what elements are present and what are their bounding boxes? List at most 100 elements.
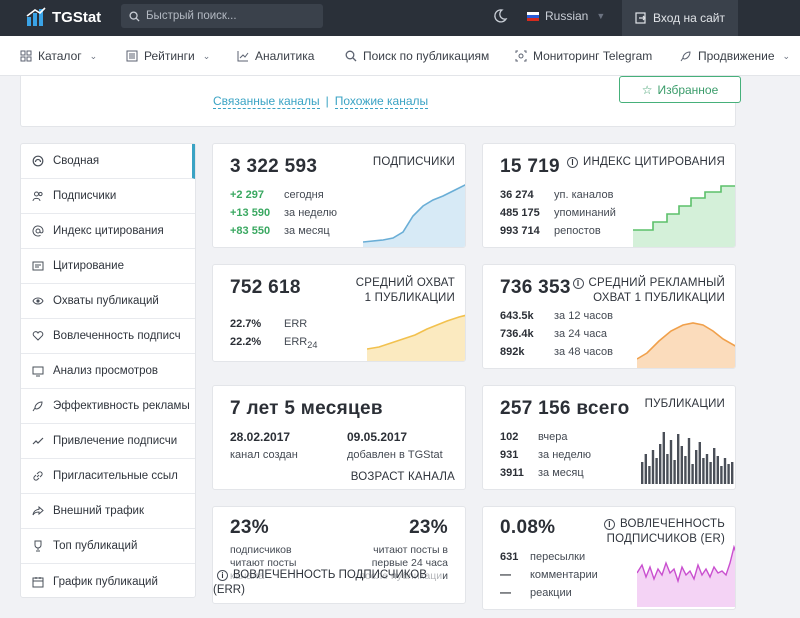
stat-text: репостов	[554, 225, 601, 237]
err-label: ERR	[284, 336, 308, 348]
stat-value: 643.5k	[500, 310, 534, 322]
publication-bar	[673, 460, 676, 484]
info-icon[interactable]: i	[572, 278, 584, 289]
channel-age-label: ВОЗРАСТ КАНАЛА	[350, 471, 455, 483]
citation-index-card[interactable]: 15 719 i ИНДЕКС ЦИТИРОВАНИЯ 36 274 уп. кан…	[482, 143, 736, 248]
stat-value: 22.2%	[230, 336, 262, 348]
stat-row: 102 вчера	[500, 431, 567, 443]
ad-reach-value: 736 353	[500, 277, 571, 298]
info-icon[interactable]: i	[217, 570, 228, 581]
stat-text: за 12 часов	[554, 310, 613, 322]
chart-icon	[237, 51, 249, 62]
average-reach-label: СРЕДНИЙ ОХВАТ 1 ПУБЛИКАЦИИ	[356, 276, 455, 306]
login-icon	[635, 12, 646, 24]
er-card[interactable]: 0.08% i ВОВЛЕЧЕННОСТЬ ПОДПИСЧИКОВ (ER) 631…	[482, 506, 736, 610]
publications-total: 257 156 всего	[500, 398, 630, 419]
ad-reach-card[interactable]: 736 353 i СРЕДНИЙ РЕКЛАМНЫЙ ОХВАТ 1 ПУБЛИК…	[482, 264, 736, 369]
sidebar-item[interactable]: График публикаций	[21, 564, 195, 599]
sidebar-item[interactable]: Вовлеченность подписч	[21, 319, 195, 354]
stat-row: 643.5k за 12 часов	[500, 310, 613, 322]
publication-bar	[713, 448, 716, 484]
err-label-text: ВОВЛЕЧЕННОСТЬ ПОДПИСЧИКОВ (ERR)	[213, 569, 427, 596]
sidebar-item[interactable]: Эффективность рекламы	[21, 389, 195, 424]
rocket-icon	[32, 401, 43, 412]
stat-value: 993 714	[500, 225, 540, 237]
info-icon[interactable]: i	[604, 519, 616, 530]
sidebar-item[interactable]: Привлечение подписчи	[21, 424, 195, 459]
login-label: Вход на сайт	[653, 11, 725, 25]
nav-label: Продвижение	[698, 49, 775, 63]
err-card[interactable]: 23% 23% подписчиков читают посты канала …	[212, 506, 466, 604]
publication-bar	[727, 464, 730, 484]
favorite-button[interactable]: ☆ Избранное	[619, 76, 741, 103]
share-icon	[32, 505, 44, 516]
related-channels-link[interactable]: Связанные каналы	[213, 94, 320, 109]
stat-value: +13 590	[230, 207, 271, 219]
sidebar-item[interactable]: Индекс цитирования	[21, 214, 195, 249]
label-line: СРЕДНИЙ ОХВАТ	[355, 277, 455, 289]
sidebar-item[interactable]: Пригласительные ссыл	[21, 459, 195, 494]
moon-icon[interactable]	[492, 8, 508, 24]
sidebar-item[interactable]: Охваты публикаций	[21, 284, 195, 319]
monitor-icon	[515, 50, 527, 62]
sidebar-item-label: Пригласительные ссыл	[53, 470, 178, 482]
stat-value: —	[500, 587, 511, 599]
nav-analytics[interactable]: Аналитика	[237, 49, 314, 63]
publication-bar	[684, 456, 687, 484]
publication-bar	[720, 466, 723, 484]
sidebar-item-label: Охваты публикаций	[53, 295, 159, 307]
sidebar-item-label: Анализ просмотров	[53, 365, 159, 377]
err-right-value: 23%	[409, 517, 448, 538]
publication-bar	[716, 456, 719, 484]
publication-bar	[709, 462, 712, 484]
stat-value: —	[500, 569, 511, 581]
nav-monitoring[interactable]: Мониторинг Telegram	[515, 49, 652, 63]
quick-search[interactable]	[121, 4, 323, 28]
publication-bar	[702, 458, 705, 484]
sidebar-item[interactable]: Внешний трафик	[21, 494, 195, 529]
logo[interactable]: TGStat	[26, 7, 101, 27]
sidebar-item[interactable]: Подписчики	[21, 179, 195, 214]
search-input[interactable]	[146, 10, 316, 22]
sparkline-line	[637, 545, 735, 584]
nav-ratings[interactable]: Рейтинги ⌄	[126, 49, 210, 63]
publications-card[interactable]: 257 156 всего ПУБЛИКАЦИИ 102 вчера 931 за …	[482, 385, 736, 490]
sidebar-item[interactable]: Топ публикаций	[21, 529, 195, 564]
nav-post-search[interactable]: Поиск по публикациям	[345, 49, 489, 63]
rocket-icon	[680, 51, 691, 62]
nav-label: Аналитика	[255, 49, 315, 63]
login-button[interactable]: Вход на сайт	[622, 0, 738, 36]
quote-icon	[32, 261, 44, 271]
sidebar-item[interactable]: Анализ просмотров	[21, 354, 195, 389]
subscribers-card[interactable]: 3 322 593 ПОДПИСЧИКИ +2 297 сегодня +13 5…	[212, 143, 466, 248]
sidebar-item-label: Внешний трафик	[53, 505, 145, 517]
added-date: 09.05.2017	[347, 430, 408, 444]
stat-text: за 24 часа	[554, 328, 607, 340]
nav-catalog[interactable]: Каталог ⌄	[20, 49, 97, 63]
similar-channels-link[interactable]: Похожие каналы	[334, 94, 429, 109]
info-icon[interactable]: i	[567, 157, 579, 168]
stat-row: +83 550 за месяц	[230, 225, 330, 237]
publication-bar	[644, 454, 647, 484]
stat-value: 102	[500, 431, 519, 443]
sidebar-item[interactable]: Цитирование	[21, 249, 195, 284]
average-reach-card[interactable]: 752 618 СРЕДНИЙ ОХВАТ 1 ПУБЛИКАЦИИ 22.7% E…	[212, 264, 466, 362]
citation-index-label-text: ИНДЕКС ЦИТИРОВАНИЯ	[583, 156, 725, 168]
list-icon	[126, 50, 138, 62]
created-label: канал создан	[230, 449, 298, 461]
label-line: ПОДПИСЧИКОВ (ER)	[606, 533, 725, 545]
sparkline-line	[633, 185, 735, 231]
language-select[interactable]: Russian ▼	[527, 9, 605, 23]
stat-row: 485 175 упоминаний	[500, 207, 616, 219]
search-icon	[345, 50, 357, 62]
nav-label: Рейтинги	[144, 49, 195, 63]
sidebar-item[interactable]: Сводная	[21, 144, 195, 179]
er-value: 0.08%	[500, 517, 556, 538]
nav-promotion[interactable]: Продвижение ⌄	[680, 49, 790, 63]
stat-row: 22.2% ERR24	[230, 336, 317, 350]
sidebar-item-label: График публикаций	[53, 575, 158, 588]
sidebar-item-label: Привлечение подписчи	[53, 435, 178, 447]
stat-text: за неделю	[538, 449, 592, 461]
citation-index-value: 15 719	[500, 156, 560, 177]
channel-age-value: 7 лет 5 месяцев	[230, 398, 383, 419]
